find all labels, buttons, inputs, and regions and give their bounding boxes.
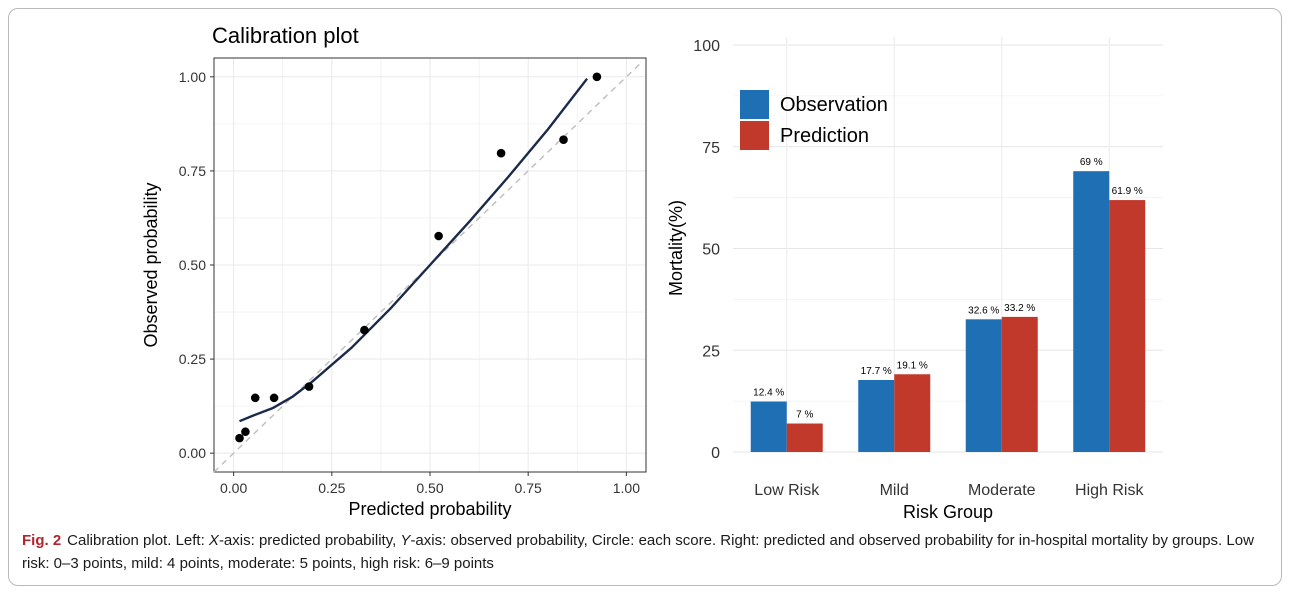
calib-x-tick-label: 0.75: [515, 480, 542, 496]
calib-x-tick-label: 0.25: [318, 480, 345, 496]
legend-swatch-prediction: [740, 121, 769, 150]
bar-data-label: 19.1 %: [897, 360, 928, 371]
bar-x-tick-label: Low Risk: [754, 482, 820, 499]
figure-caption: Fig. 2 Calibration plot. Left: X-axis: pr…: [22, 529, 1272, 575]
bar-data-label: 61.9 %: [1112, 186, 1143, 197]
calib-point-4: [269, 393, 279, 403]
bar-data-label: 7 %: [796, 410, 813, 421]
bar-x-axis-title: Risk Group: [903, 502, 993, 522]
bar-prediction-high-risk: [1109, 200, 1146, 452]
bar-x-tick-label: Moderate: [968, 482, 1036, 499]
calib-title: Calibration plot: [212, 23, 359, 48]
bar-data-label: 32.6 %: [968, 305, 999, 316]
legend-label-prediction: Prediction: [780, 125, 869, 147]
figure-charts: 0.00 0.25 0.50 0.75 1.00 0.00 0.25 0.50 0.75 1.00…: [141, 23, 1163, 522]
calib-point-7: [434, 231, 443, 241]
bar-observation-mild: [858, 379, 895, 452]
calib-point-9: [559, 135, 568, 144]
bar-x-tick-label: Mild: [880, 482, 909, 499]
calib-x-tick-label: 1.00: [613, 480, 640, 496]
bar-prediction-mild: [894, 374, 931, 452]
calib-y-tick-label: 0.25: [179, 351, 206, 367]
bar-data-label: 17.7 %: [861, 366, 892, 377]
calib-y-tick-label: 0.75: [179, 163, 206, 179]
bar-data-label: 33.2 %: [1004, 303, 1035, 314]
calib-x-tick-label: 0.00: [220, 480, 247, 496]
calibration-plot: 0.00 0.25 0.50 0.75 1.00 0.00 0.25 0.50 0.75 1.00…: [141, 23, 647, 519]
calib-point-5: [304, 382, 314, 391]
calib-point-2: [241, 427, 250, 437]
bar-prediction-low-risk: [786, 423, 823, 452]
calib-point-8: [496, 148, 506, 158]
bar-y-tick-label: 75: [702, 140, 720, 157]
calib-y-tick-label: 0.50: [179, 257, 206, 273]
calib-point-3: [250, 393, 260, 403]
caption-part-1: Calibration plot. Left:: [67, 532, 209, 549]
calib-point-6: [360, 325, 369, 335]
mortality-bar-chart: 12.4 % 7 % Low Risk 17.7 % 19.1 % Mild 32.6 % 3…: [666, 37, 1163, 522]
figure-frame: [8, 8, 1282, 586]
legend-swatch-observation: [740, 90, 769, 119]
calib-y-tick-label: 0.00: [179, 445, 206, 461]
bar-x-tick-label: High Risk: [1075, 482, 1144, 499]
calib-point-10: [592, 72, 602, 82]
calib-x-axis-title: Predicted probability: [348, 499, 511, 519]
bar-y-tick-label: 0: [711, 445, 720, 462]
bar-prediction-moderate: [1001, 316, 1038, 452]
bar-observation-low-risk: [750, 401, 787, 452]
calib-x-tick-label: 0.50: [416, 480, 443, 496]
figure-label: Fig. 2: [22, 532, 62, 549]
legend-label-observation: Observation: [780, 94, 888, 116]
calib-smooth-curve: [239, 77, 589, 423]
bar-observation-moderate: [965, 319, 1002, 452]
caption-x-letter: X: [208, 532, 219, 549]
bar-data-label: 12.4 %: [753, 388, 784, 399]
calib-point-1: [235, 433, 244, 443]
calib-y-tick-label: 1.00: [179, 69, 206, 85]
bar-data-label: 69 %: [1080, 157, 1103, 168]
caption-part-3: -axis: observed probability, Circle: eac…: [22, 532, 1254, 572]
calib-y-axis-title: Observed probability: [141, 182, 161, 347]
caption-y-letter: Y: [400, 532, 411, 549]
caption-part-2: -axis: predicted probability,: [218, 532, 401, 549]
bar-y-tick-label: 50: [702, 242, 720, 259]
bar-y-tick-label: 25: [702, 343, 720, 360]
bar-observation-high-risk: [1073, 171, 1110, 453]
bar-y-axis-title: Mortality(%): [666, 200, 686, 296]
bar-y-tick-label: 100: [693, 38, 720, 55]
